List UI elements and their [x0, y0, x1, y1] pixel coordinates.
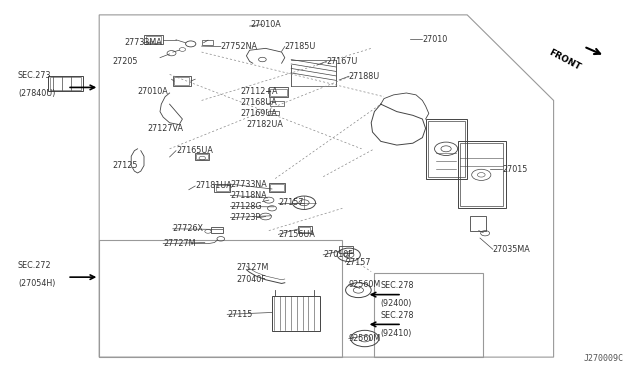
Text: 27010A: 27010A	[138, 87, 168, 96]
Bar	[195, 153, 209, 160]
Text: 27127VA: 27127VA	[147, 124, 183, 133]
Text: 27157: 27157	[278, 198, 304, 207]
Text: 27752NA: 27752NA	[221, 42, 258, 51]
Text: 27010: 27010	[422, 35, 447, 44]
Bar	[428, 121, 465, 177]
Text: 27165UA: 27165UA	[176, 146, 213, 155]
Text: (27840U): (27840U)	[18, 89, 55, 98]
Text: 27169UA: 27169UA	[240, 109, 277, 118]
Text: 27168UA: 27168UA	[240, 98, 276, 107]
Text: 27015: 27015	[502, 165, 528, 174]
Bar	[426, 119, 467, 179]
Text: 27185U: 27185U	[285, 42, 316, 51]
Text: 27733MA: 27733MA	[125, 38, 163, 47]
Text: 27118NA: 27118NA	[230, 191, 267, 200]
Text: 27112+A: 27112+A	[240, 87, 278, 96]
Bar	[470, 216, 486, 231]
Text: 27128G: 27128G	[230, 202, 262, 211]
Text: (92400): (92400)	[381, 299, 412, 308]
Text: 27727M: 27727M	[163, 239, 196, 248]
Bar	[270, 89, 287, 96]
Bar	[269, 87, 288, 97]
Text: 92560M: 92560M	[349, 334, 381, 343]
Text: 27167U: 27167U	[326, 57, 358, 66]
Text: 27188U: 27188U	[349, 72, 380, 81]
Text: J270009C: J270009C	[584, 354, 624, 363]
Text: 27156UA: 27156UA	[278, 230, 316, 239]
Bar	[48, 76, 83, 91]
Text: 27115: 27115	[227, 310, 253, 319]
Bar	[339, 246, 353, 253]
Text: (27054H): (27054H)	[18, 279, 55, 288]
Text: SEC.278: SEC.278	[381, 281, 414, 290]
Text: SEC.273: SEC.273	[18, 71, 51, 80]
Text: SEC.272: SEC.272	[18, 261, 52, 270]
Text: 27205: 27205	[112, 57, 138, 66]
Text: 92560M: 92560M	[349, 280, 381, 289]
Bar	[196, 154, 208, 159]
Bar	[270, 184, 284, 191]
Bar	[299, 227, 310, 232]
Bar	[50, 77, 81, 90]
Bar	[173, 76, 191, 86]
Bar	[458, 141, 506, 208]
Text: 27010F: 27010F	[323, 250, 353, 259]
Text: 27010A: 27010A	[250, 20, 281, 29]
Text: SEC.278: SEC.278	[381, 311, 414, 320]
Bar	[298, 226, 312, 232]
Bar	[202, 40, 213, 45]
Bar	[216, 185, 229, 191]
Bar	[460, 143, 503, 206]
Text: 27125: 27125	[112, 161, 138, 170]
Text: 27726X: 27726X	[173, 224, 204, 233]
Text: 27040F: 27040F	[237, 275, 266, 283]
Text: 27733NA: 27733NA	[230, 180, 267, 189]
Text: (92410): (92410)	[381, 329, 412, 338]
Text: 27035MA: 27035MA	[493, 245, 531, 254]
Bar	[214, 184, 230, 192]
Bar	[144, 35, 163, 44]
Bar	[146, 36, 161, 43]
Bar	[269, 183, 285, 192]
Bar	[211, 227, 223, 232]
Text: 27182UA: 27182UA	[246, 120, 284, 129]
Text: 27127M: 27127M	[237, 263, 269, 272]
Bar	[272, 296, 320, 331]
Bar	[268, 111, 279, 115]
Bar	[174, 77, 189, 85]
Text: FRONT: FRONT	[548, 48, 582, 72]
Text: 27181UA: 27181UA	[195, 182, 232, 190]
Bar	[270, 101, 284, 106]
Text: 27157: 27157	[346, 258, 371, 267]
Text: 27723P: 27723P	[230, 213, 260, 222]
